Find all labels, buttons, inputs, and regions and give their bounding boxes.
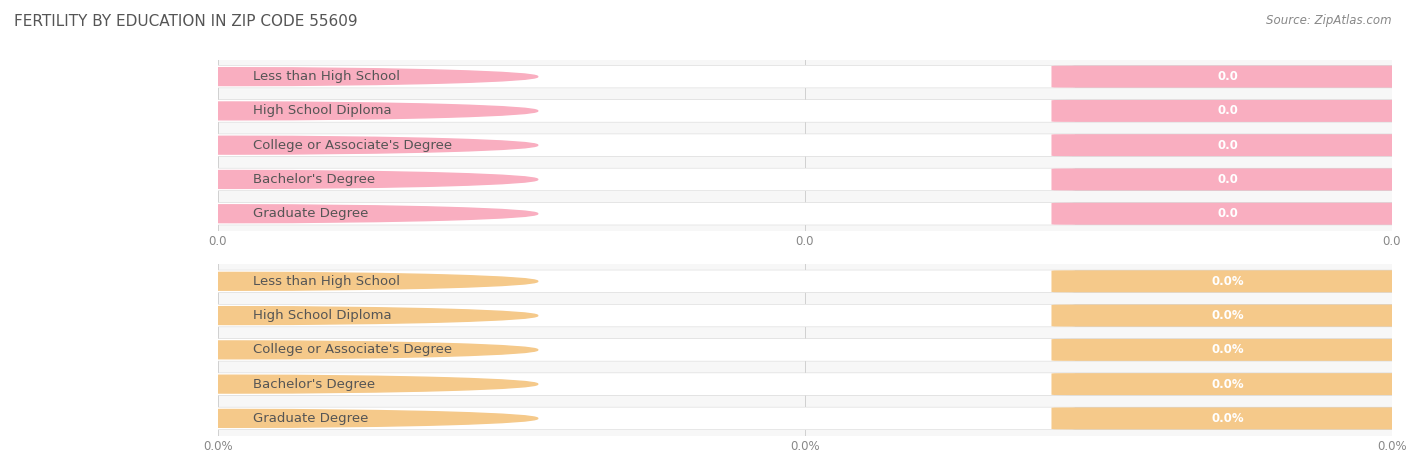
Text: High School Diploma: High School Diploma bbox=[253, 309, 392, 322]
Bar bbox=[218, 298, 1392, 333]
Circle shape bbox=[0, 272, 537, 290]
Bar bbox=[218, 128, 1392, 162]
Bar bbox=[218, 94, 1392, 128]
FancyBboxPatch shape bbox=[207, 305, 1403, 327]
Circle shape bbox=[0, 341, 537, 359]
Text: Bachelor's Degree: Bachelor's Degree bbox=[253, 173, 375, 186]
FancyBboxPatch shape bbox=[207, 339, 1403, 361]
FancyBboxPatch shape bbox=[207, 100, 1076, 122]
Text: FERTILITY BY EDUCATION IN ZIP CODE 55609: FERTILITY BY EDUCATION IN ZIP CODE 55609 bbox=[14, 14, 357, 30]
Circle shape bbox=[0, 102, 537, 120]
FancyBboxPatch shape bbox=[1052, 305, 1403, 327]
Text: 0.0: 0.0 bbox=[1218, 104, 1239, 118]
FancyBboxPatch shape bbox=[207, 373, 1076, 395]
Text: 0.0: 0.0 bbox=[1218, 70, 1239, 83]
FancyBboxPatch shape bbox=[207, 203, 1403, 225]
FancyBboxPatch shape bbox=[1052, 339, 1403, 361]
FancyBboxPatch shape bbox=[1052, 203, 1403, 225]
Text: 0.0%: 0.0% bbox=[1211, 309, 1244, 322]
Text: High School Diploma: High School Diploma bbox=[253, 104, 392, 118]
FancyBboxPatch shape bbox=[1052, 100, 1403, 122]
Circle shape bbox=[0, 136, 537, 154]
Circle shape bbox=[0, 375, 537, 393]
FancyBboxPatch shape bbox=[207, 339, 1076, 361]
Text: Source: ZipAtlas.com: Source: ZipAtlas.com bbox=[1267, 14, 1392, 27]
Text: 0.0: 0.0 bbox=[1218, 139, 1239, 152]
FancyBboxPatch shape bbox=[207, 270, 1076, 292]
FancyBboxPatch shape bbox=[1052, 407, 1403, 429]
Circle shape bbox=[0, 68, 537, 86]
FancyBboxPatch shape bbox=[207, 100, 1403, 122]
FancyBboxPatch shape bbox=[207, 407, 1076, 429]
Text: College or Associate's Degree: College or Associate's Degree bbox=[253, 343, 453, 357]
FancyBboxPatch shape bbox=[207, 373, 1403, 395]
Circle shape bbox=[0, 409, 537, 427]
Text: 0.0%: 0.0% bbox=[1211, 275, 1244, 288]
FancyBboxPatch shape bbox=[207, 407, 1403, 429]
FancyBboxPatch shape bbox=[207, 169, 1076, 190]
Text: 0.0%: 0.0% bbox=[1211, 412, 1244, 425]
Text: Bachelor's Degree: Bachelor's Degree bbox=[253, 377, 375, 391]
Circle shape bbox=[0, 170, 537, 188]
FancyBboxPatch shape bbox=[1052, 134, 1403, 156]
Text: 0.0%: 0.0% bbox=[1211, 377, 1244, 391]
Circle shape bbox=[0, 307, 537, 325]
FancyBboxPatch shape bbox=[207, 134, 1403, 156]
Bar bbox=[218, 264, 1392, 298]
FancyBboxPatch shape bbox=[1052, 373, 1403, 395]
Text: College or Associate's Degree: College or Associate's Degree bbox=[253, 139, 453, 152]
Bar bbox=[218, 60, 1392, 94]
Bar bbox=[218, 197, 1392, 231]
Text: 0.0: 0.0 bbox=[1218, 173, 1239, 186]
Text: 0.0: 0.0 bbox=[1218, 207, 1239, 220]
FancyBboxPatch shape bbox=[207, 203, 1076, 225]
Circle shape bbox=[0, 205, 537, 223]
Text: Less than High School: Less than High School bbox=[253, 275, 401, 288]
Text: 0.0%: 0.0% bbox=[1211, 343, 1244, 357]
FancyBboxPatch shape bbox=[207, 270, 1403, 292]
Text: Graduate Degree: Graduate Degree bbox=[253, 412, 368, 425]
FancyBboxPatch shape bbox=[207, 66, 1403, 88]
Text: Graduate Degree: Graduate Degree bbox=[253, 207, 368, 220]
Bar bbox=[218, 333, 1392, 367]
FancyBboxPatch shape bbox=[1052, 270, 1403, 292]
FancyBboxPatch shape bbox=[207, 66, 1076, 88]
Bar bbox=[218, 162, 1392, 197]
Bar bbox=[218, 401, 1392, 436]
Bar bbox=[218, 367, 1392, 401]
FancyBboxPatch shape bbox=[207, 169, 1403, 190]
FancyBboxPatch shape bbox=[207, 305, 1076, 327]
FancyBboxPatch shape bbox=[1052, 66, 1403, 88]
FancyBboxPatch shape bbox=[207, 134, 1076, 156]
FancyBboxPatch shape bbox=[1052, 169, 1403, 190]
Text: Less than High School: Less than High School bbox=[253, 70, 401, 83]
